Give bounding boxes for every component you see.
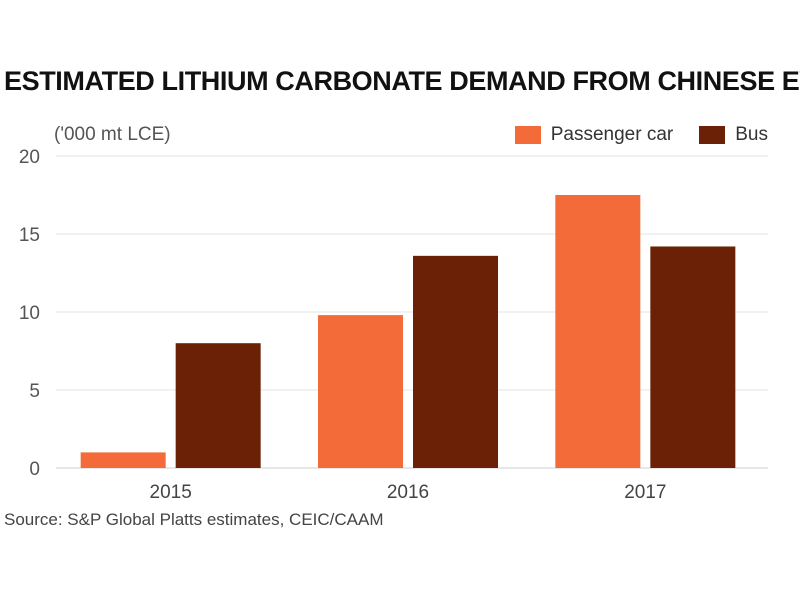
legend-item-passenger-car: Passenger car bbox=[514, 124, 674, 146]
y-axis-unit-label: ('000 mt LCE) bbox=[54, 124, 171, 145]
y-tick-label: 15 bbox=[19, 225, 40, 246]
bar-passenger-car-2015 bbox=[80, 452, 166, 468]
y-tick-label: 0 bbox=[29, 459, 40, 480]
legend-swatch-bus bbox=[699, 126, 726, 144]
x-tick-label: 2016 bbox=[387, 482, 429, 503]
bar-passenger-car-2016 bbox=[318, 315, 403, 468]
legend-swatch-passenger-car bbox=[514, 126, 541, 144]
source-note: Source: S&P Global Platts estimates, CEI… bbox=[4, 510, 384, 529]
y-tick-label: 10 bbox=[19, 303, 40, 324]
y-tick-label: 5 bbox=[29, 381, 40, 402]
y-tick-label: 20 bbox=[19, 147, 40, 168]
bar-bus-2015 bbox=[175, 343, 261, 468]
bar-passenger-car-2017 bbox=[555, 195, 641, 468]
legend-label-passenger-car: Passenger car bbox=[550, 124, 674, 145]
chart-title: ESTIMATED LITHIUM CARBONATE DEMAND FROM … bbox=[4, 66, 800, 96]
bar-bus-2017 bbox=[650, 246, 736, 468]
x-tick-label: 2015 bbox=[150, 482, 192, 503]
legend-label-bus: Bus bbox=[735, 124, 768, 145]
bar-bus-2016 bbox=[413, 255, 498, 468]
x-tick-label: 2017 bbox=[624, 482, 666, 503]
legend: Passenger car Bus bbox=[489, 124, 768, 146]
legend-item-bus: Bus bbox=[699, 124, 768, 146]
